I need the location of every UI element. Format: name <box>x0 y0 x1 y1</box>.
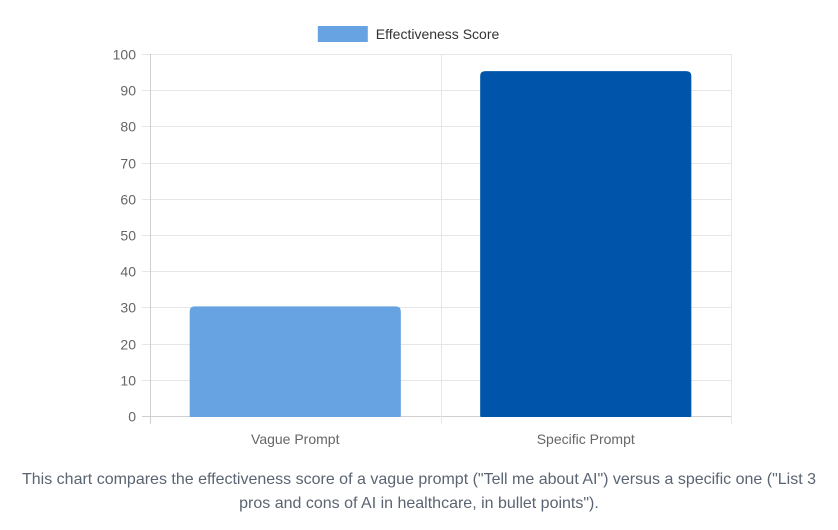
y-tick-label: 90 <box>120 83 136 99</box>
y-tick-label: 30 <box>120 300 136 316</box>
x-tick-label: Vague Prompt <box>251 431 340 447</box>
bar-vague-prompt <box>189 306 401 417</box>
y-tick-label: 80 <box>120 119 136 135</box>
x-tick-label: Specific Prompt <box>537 431 635 447</box>
y-tick-label: 40 <box>120 264 136 280</box>
bar-specific-prompt <box>480 71 692 417</box>
y-tick-label: 100 <box>113 47 137 63</box>
y-tick-label: 20 <box>120 337 136 353</box>
y-tick-label: 0 <box>128 409 136 425</box>
legend[interactable]: Effectiveness Score <box>317 26 500 42</box>
y-tick-label: 70 <box>120 156 136 172</box>
legend-swatch <box>317 26 368 42</box>
bar-layer <box>189 71 692 417</box>
axis-layer: 0 10 20 30 40 50 60 70 80 90 100 Vague Prompt Specif… <box>113 47 635 448</box>
y-tick-label: 50 <box>120 228 136 244</box>
bar-chart: 0 10 20 30 40 50 60 70 80 90 100 Vague Prompt Specif… <box>113 26 732 448</box>
chart-svg: 0 10 20 30 40 50 60 70 80 90 100 Vague Prompt Specif… <box>113 26 732 448</box>
y-tick-label: 60 <box>120 192 136 208</box>
legend-label: Effectiveness Score <box>376 26 500 42</box>
y-tick-label: 10 <box>120 373 136 389</box>
grid-layer <box>142 54 732 424</box>
chart-caption: This chart compares the effectiveness sc… <box>22 471 816 512</box>
